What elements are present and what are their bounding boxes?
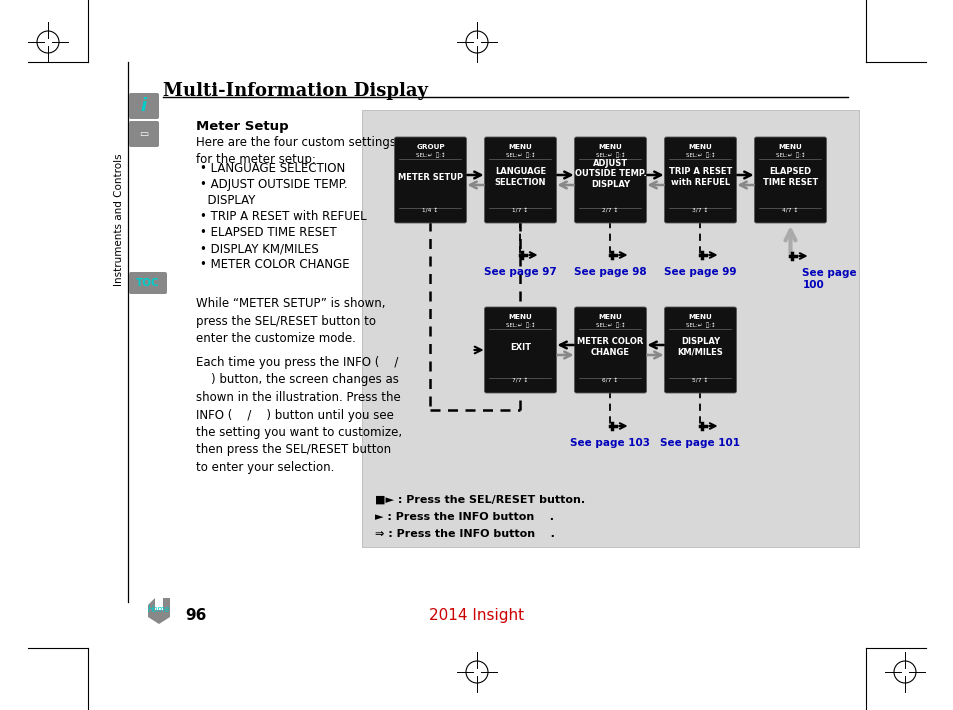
Text: SEL:↵  ⓘ:↕: SEL:↵ ⓘ:↕ [775, 153, 804, 158]
Text: METER SETUP: METER SETUP [397, 173, 462, 182]
Text: LANGUAGE
SELECTION: LANGUAGE SELECTION [495, 168, 546, 187]
Text: See page 98: See page 98 [574, 267, 646, 277]
FancyBboxPatch shape [484, 137, 556, 223]
Text: MENU: MENU [508, 314, 532, 320]
Text: SEL:↵  ⓘ:↕: SEL:↵ ⓘ:↕ [595, 322, 624, 328]
Text: Each time you press the INFO (    /
    ) button, the screen changes as
shown in: Each time you press the INFO ( / ) butto… [195, 356, 402, 474]
Text: 1/4 ↕: 1/4 ↕ [422, 208, 438, 213]
Text: METER COLOR
CHANGE: METER COLOR CHANGE [577, 337, 643, 356]
FancyBboxPatch shape [361, 110, 858, 547]
Text: ■► : Press the SEL/RESET button.: ■► : Press the SEL/RESET button. [375, 495, 584, 505]
Text: • LANGUAGE SELECTION: • LANGUAGE SELECTION [200, 162, 345, 175]
Text: Here are the four custom settings
for the meter setup:: Here are the four custom settings for th… [195, 136, 395, 167]
Text: MENU: MENU [688, 314, 712, 320]
FancyBboxPatch shape [754, 137, 825, 223]
Text: SEL:↵  ⓘ:↕: SEL:↵ ⓘ:↕ [595, 153, 624, 158]
Text: MENU: MENU [508, 144, 532, 150]
FancyBboxPatch shape [664, 137, 736, 223]
FancyBboxPatch shape [574, 307, 646, 393]
Text: Meter Setup: Meter Setup [195, 120, 289, 133]
Text: Home: Home [148, 606, 170, 614]
Text: • TRIP A RESET with REFUEL: • TRIP A RESET with REFUEL [200, 210, 366, 223]
Polygon shape [148, 598, 170, 624]
Text: ⇒ : Press the INFO button    .: ⇒ : Press the INFO button . [375, 529, 555, 539]
FancyBboxPatch shape [129, 93, 159, 119]
Text: MENU: MENU [778, 144, 801, 150]
Text: 2/7 ↕: 2/7 ↕ [601, 208, 618, 213]
Text: 4/7 ↕: 4/7 ↕ [781, 208, 798, 213]
Text: SEL:↵  ⓘ:↕: SEL:↵ ⓘ:↕ [685, 153, 715, 158]
Text: ▭: ▭ [139, 129, 149, 139]
Text: See page 99: See page 99 [663, 267, 736, 277]
FancyBboxPatch shape [129, 121, 159, 147]
FancyBboxPatch shape [664, 307, 736, 393]
Text: Instruments and Controls: Instruments and Controls [113, 153, 124, 286]
Text: 5/7 ↕: 5/7 ↕ [692, 378, 708, 383]
Text: See page 103: See page 103 [570, 438, 650, 448]
Text: • ADJUST OUTSIDE TEMP.
  DISPLAY: • ADJUST OUTSIDE TEMP. DISPLAY [200, 178, 347, 207]
Text: SEL:↵  ⓘ:↕: SEL:↵ ⓘ:↕ [505, 322, 535, 328]
Text: ADJUST
OUTSIDE TEMP.
DISPLAY: ADJUST OUTSIDE TEMP. DISPLAY [574, 159, 646, 189]
Text: 6/7 ↕: 6/7 ↕ [601, 378, 618, 383]
Text: 96: 96 [185, 608, 206, 623]
Text: EXIT: EXIT [510, 342, 531, 351]
Text: DISPLAY
KM/MILES: DISPLAY KM/MILES [677, 337, 722, 356]
Text: While “METER SETUP” is shown,
press the SEL/RESET button to
enter the customize : While “METER SETUP” is shown, press the … [195, 297, 385, 345]
Text: ► : Press the INFO button    .: ► : Press the INFO button . [375, 512, 554, 522]
Text: See page
100: See page 100 [801, 268, 856, 290]
Text: 3/7 ↕: 3/7 ↕ [692, 208, 708, 213]
Text: See page 101: See page 101 [659, 438, 740, 448]
FancyBboxPatch shape [484, 307, 556, 393]
Text: MENU: MENU [598, 314, 621, 320]
Text: MENU: MENU [688, 144, 712, 150]
Text: MENU: MENU [598, 144, 621, 150]
Text: SEL:↵  ⓘ:↕: SEL:↵ ⓘ:↕ [505, 153, 535, 158]
Text: • DISPLAY KM/MILES: • DISPLAY KM/MILES [200, 242, 318, 255]
Text: TOC: TOC [136, 278, 160, 288]
Text: SEL:↵  ⓘ:↕: SEL:↵ ⓘ:↕ [685, 322, 715, 328]
Text: 1/7 ↕: 1/7 ↕ [512, 208, 528, 213]
FancyBboxPatch shape [395, 137, 466, 223]
Text: 7/7 ↕: 7/7 ↕ [512, 378, 528, 383]
Text: i: i [141, 97, 147, 115]
Text: 2014 Insight: 2014 Insight [429, 608, 524, 623]
Text: • ELAPSED TIME RESET: • ELAPSED TIME RESET [200, 226, 336, 239]
Text: TRIP A RESET
with REFUEL: TRIP A RESET with REFUEL [668, 168, 731, 187]
FancyBboxPatch shape [574, 137, 646, 223]
Text: Multi-Information Display: Multi-Information Display [163, 82, 428, 100]
Text: SEL:↵  ⓘ:↕: SEL:↵ ⓘ:↕ [416, 153, 445, 158]
FancyBboxPatch shape [129, 272, 167, 294]
Text: See page 97: See page 97 [483, 267, 557, 277]
Text: ELAPSED
TIME RESET: ELAPSED TIME RESET [762, 168, 818, 187]
Text: GROUP: GROUP [416, 144, 444, 150]
Text: • METER COLOR CHANGE: • METER COLOR CHANGE [200, 258, 349, 271]
